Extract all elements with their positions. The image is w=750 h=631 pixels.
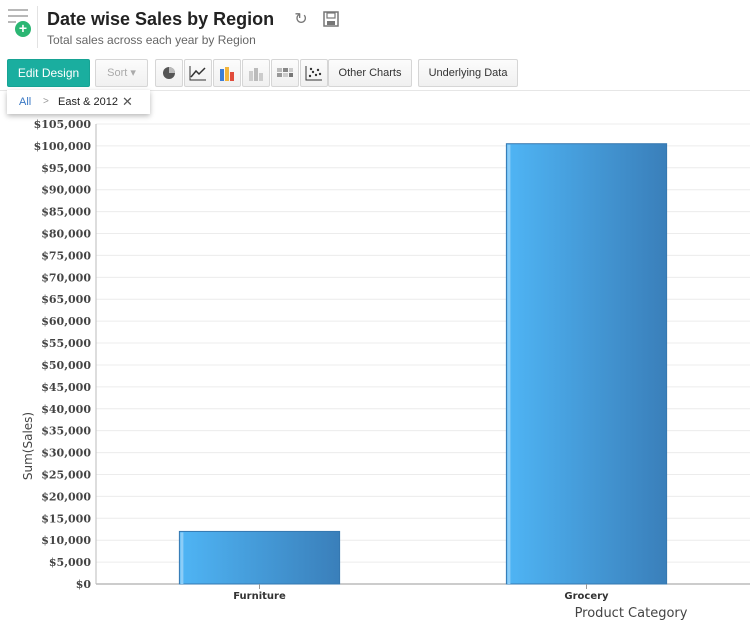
heatmap-icon [277,68,293,77]
y-tick-label: $100,000 [34,140,92,153]
y-tick-label: $85,000 [41,206,91,219]
y-tick-label: $10,000 [41,534,91,547]
y-tick-label: $70,000 [41,271,91,284]
edit-design-button[interactable]: Edit Design [7,59,90,87]
chart-toolbar: Edit Design Sort ▾ Other Charts Underlyi… [0,58,750,88]
y-tick-label: $30,000 [41,447,91,460]
x-axis-title: Product Category [575,606,688,621]
y-tick-label: $40,000 [41,403,91,416]
heatmap-button[interactable] [271,59,299,87]
scatter-chart-button[interactable] [300,59,328,87]
stacked-bar-icon [249,68,263,81]
bar-highlight [507,144,511,584]
y-tick-label: $90,000 [41,184,91,197]
drill-breadcrumb: All > East & 2012 ✕ [7,90,150,114]
y-tick-label: $25,000 [41,468,91,481]
header-divider [37,6,38,48]
stacked-bar-button[interactable] [242,59,270,87]
y-tick-label: $15,000 [41,512,91,525]
report-header: + Date wise Sales by Region ↻ Total sale… [0,0,750,55]
line-chart-icon [189,66,206,81]
y-tick-label: $35,000 [41,425,91,438]
sales-bar-chart: $0 $5,000 $10,000 $15,000 $20,000 $25,000 $30,… [21,118,750,621]
y-tick-label: $50,000 [41,359,91,372]
pie-chart-icon [163,67,175,79]
bar-furniture[interactable] [178,530,341,585]
y-tick-label: $75,000 [41,249,91,262]
y-tick-label: $45,000 [41,381,91,394]
breadcrumb-all-link[interactable]: All [19,96,32,108]
x-tick-label: Grocery [564,591,609,602]
other-charts-button[interactable]: Other Charts [328,59,412,87]
scatter-chart-icon [305,66,322,81]
bar-chart-icon [220,67,234,81]
report-subtitle: Total sales across each year by Region [47,33,256,47]
pie-chart-button[interactable] [155,59,183,87]
refresh-icon[interactable]: ↻ [294,11,308,28]
menu-add-icon[interactable]: + [8,9,31,37]
sort-dropdown[interactable]: Sort ▾ [95,59,148,87]
y-tick-label: $60,000 [41,315,91,328]
bar-grocery[interactable] [505,143,668,585]
y-tick-label: $5,000 [49,556,91,569]
chevron-right-icon: > [43,96,49,107]
line-chart-button[interactable] [184,59,212,87]
sort-label: Sort [107,67,128,79]
save-icon[interactable] [322,11,340,29]
y-axis-title: Sum(Sales) [21,412,35,480]
y-tick-label: $105,000 [34,118,92,131]
x-tick-label: Furniture [233,591,286,602]
bar-highlight [180,532,184,584]
y-tick-label: $20,000 [41,490,91,503]
bar-chart-button[interactable] [213,59,241,87]
toolbar-divider [0,90,750,91]
y-tick-label: $95,000 [41,162,91,175]
y-tick-label: $65,000 [41,293,91,306]
breadcrumb-current: East & 2012 [58,96,118,108]
underlying-data-button[interactable]: Underlying Data [418,59,518,87]
y-tick-label: $0 [76,578,92,591]
report-title: Date wise Sales by Region [47,9,275,29]
chevron-down-icon: ▾ [130,67,136,79]
y-tick-label: $55,000 [41,337,91,350]
y-tick-label: $80,000 [41,228,91,241]
close-icon[interactable]: ✕ [122,94,133,109]
